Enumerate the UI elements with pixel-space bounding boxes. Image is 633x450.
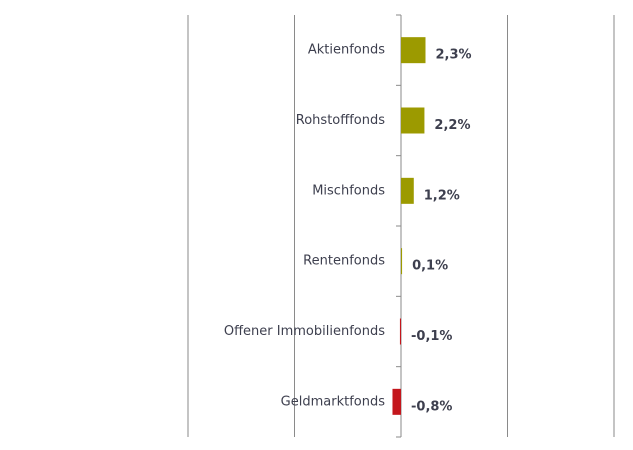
- bar: [401, 37, 426, 64]
- value-label: -0,8%: [411, 399, 452, 414]
- y-tick-label: Rohstofffonds: [296, 113, 385, 128]
- bar: [401, 177, 414, 204]
- y-tick-label: Rentenfonds: [303, 254, 385, 269]
- bar: [392, 388, 401, 415]
- value-label: 0,1%: [412, 259, 448, 274]
- y-tick-label: Mischfonds: [312, 183, 385, 198]
- y-tick-label: Geldmarktfonds: [281, 394, 386, 409]
- bar: [401, 248, 403, 275]
- value-label: -0,1%: [411, 329, 452, 344]
- value-label: 1,2%: [424, 188, 460, 203]
- value-label: 2,3%: [435, 48, 471, 63]
- bar: [399, 318, 401, 345]
- y-tick-label: Offener Immobilienfonds: [224, 324, 385, 339]
- bar: [401, 107, 425, 134]
- y-tick-label: Aktienfonds: [308, 43, 385, 58]
- value-label: 2,2%: [434, 118, 470, 133]
